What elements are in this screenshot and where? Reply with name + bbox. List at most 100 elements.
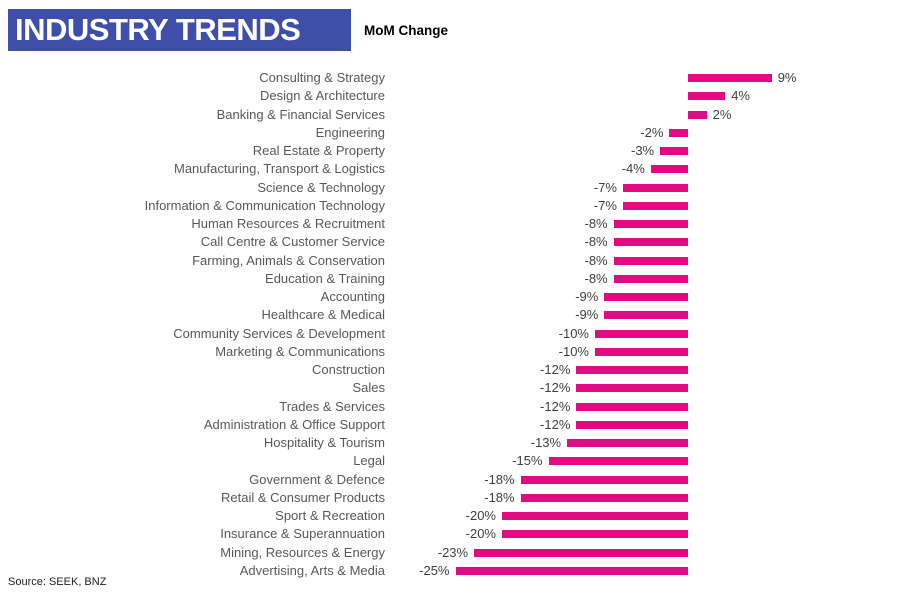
value-label: 4% xyxy=(731,88,750,104)
chart-row: Call Centre & Customer Service -8% xyxy=(0,233,915,251)
value-label: -23% xyxy=(437,544,469,560)
bar xyxy=(548,457,688,466)
value-label: -12% xyxy=(540,416,571,432)
chart-row: Farming, Animals & Conservation -8% xyxy=(0,252,915,270)
bar xyxy=(688,110,707,119)
bar xyxy=(520,493,688,502)
value-label: -25% xyxy=(419,562,450,578)
bar-zone: -13% xyxy=(385,434,915,452)
chart-row: Marketing & Communications -10% xyxy=(0,343,915,361)
bar-zone: -8% xyxy=(385,215,915,233)
chart-row: Community Services & Development -10% xyxy=(0,325,915,343)
chart-row: Science & Technology -7% xyxy=(0,179,915,197)
bar-zone: -7% xyxy=(385,179,915,197)
bar-zone: -12% xyxy=(385,416,915,434)
value-label: -20% xyxy=(465,508,496,523)
category-label: Retail & Consumer Products xyxy=(220,489,385,505)
value-label: -7% xyxy=(593,179,617,195)
bar xyxy=(622,183,688,192)
value-label: -3% xyxy=(630,143,655,158)
bar xyxy=(502,530,688,539)
bar-zone: -18% xyxy=(385,471,915,489)
category-label: Education & Training xyxy=(265,270,385,286)
chart-row: Government & Defence -18% xyxy=(0,471,915,489)
chart-row: Mining, Resources & Energy -23% xyxy=(0,544,915,562)
chart-row: Construction -12% xyxy=(0,361,915,379)
category-label: Accounting xyxy=(320,289,385,304)
bar xyxy=(613,256,688,265)
category-label: Information & Communication Technology xyxy=(144,197,385,213)
chart-row: Sales -12% xyxy=(0,379,915,397)
value-label: -2% xyxy=(640,124,664,140)
bar xyxy=(576,402,688,411)
bar xyxy=(688,74,772,82)
bar-zone: -3% xyxy=(385,142,915,160)
bar xyxy=(520,475,688,484)
bar xyxy=(576,384,688,393)
category-label: Mining, Resources & Energy xyxy=(220,544,385,560)
bar-zone: 9% xyxy=(385,69,915,87)
value-label: -8% xyxy=(584,252,608,268)
bar xyxy=(613,220,688,228)
category-label: Design & Architecture xyxy=(259,88,385,104)
value-label: 2% xyxy=(712,106,732,122)
category-label: Healthcare & Medical xyxy=(261,307,385,323)
bar-zone: -12% xyxy=(385,379,915,397)
bar-zone: -8% xyxy=(385,270,915,288)
chart-row: Administration & Office Support -12% xyxy=(0,416,915,434)
bar-zone: -10% xyxy=(385,325,915,343)
bar xyxy=(567,439,688,447)
chart-row: Retail & Consumer Products -18% xyxy=(0,489,915,507)
value-label: -7% xyxy=(593,197,617,213)
bar-zone: 4% xyxy=(385,87,915,105)
value-label: -12% xyxy=(540,362,571,377)
value-label: -15% xyxy=(512,453,543,469)
bar-zone: -15% xyxy=(385,452,915,470)
bar-zone: -10% xyxy=(385,343,915,361)
bar-zone: -9% xyxy=(385,306,915,324)
bar-zone: -23% xyxy=(385,544,915,562)
bar-zone: -25% xyxy=(385,562,915,580)
category-label: Sales xyxy=(352,380,385,396)
value-label: -4% xyxy=(621,161,645,177)
bar-zone: -18% xyxy=(385,489,915,507)
category-label: Human Resources & Recruitment xyxy=(191,216,385,231)
value-label: 9% xyxy=(777,70,797,85)
bar-zone: 2% xyxy=(385,106,915,124)
chart-row: Consulting & Strategy 9% xyxy=(0,69,915,87)
bar xyxy=(455,566,688,575)
category-label: Community Services & Development xyxy=(173,325,385,341)
chart-row: Accounting -9% xyxy=(0,288,915,306)
bar xyxy=(613,274,688,283)
chart-row: Healthcare & Medical -9% xyxy=(0,306,915,324)
value-label: -10% xyxy=(558,325,589,341)
bar-zone: -9% xyxy=(385,288,915,306)
category-label: Consulting & Strategy xyxy=(259,70,385,85)
value-label: -9% xyxy=(575,289,599,304)
chart-row: Sport & Recreation -20% xyxy=(0,507,915,525)
value-label: -8% xyxy=(584,234,608,250)
chart-row: Manufacturing, Transport & Logistics -4% xyxy=(0,160,915,178)
bar xyxy=(604,293,688,301)
category-label: Science & Technology xyxy=(257,179,385,195)
category-label: Government & Defence xyxy=(249,471,385,487)
chart-row: Trades & Services -12% xyxy=(0,398,915,416)
page-title: INDUSTRY TRENDS xyxy=(15,12,301,47)
value-label: -8% xyxy=(584,270,608,286)
category-label: Sport & Recreation xyxy=(275,508,385,523)
chart-row: Real Estate & Property -3% xyxy=(0,142,915,160)
bar-zone: -20% xyxy=(385,507,915,525)
chart-row: Design & Architecture 4% xyxy=(0,87,915,105)
category-label: Farming, Animals & Conservation xyxy=(192,252,385,268)
chart-subtitle: MoM Change xyxy=(364,23,448,38)
chart-row: Education & Training -8% xyxy=(0,270,915,288)
bar-zone: -12% xyxy=(385,361,915,379)
bar-zone: -12% xyxy=(385,398,915,416)
source-note: Source: SEEK, BNZ xyxy=(8,576,107,588)
category-label: Trades & Services xyxy=(279,398,385,414)
chart-title-banner: INDUSTRY TRENDS xyxy=(8,9,351,51)
category-label: Legal xyxy=(353,453,385,469)
chart-row: Hospitality & Tourism -13% xyxy=(0,434,915,452)
bar xyxy=(576,366,688,374)
